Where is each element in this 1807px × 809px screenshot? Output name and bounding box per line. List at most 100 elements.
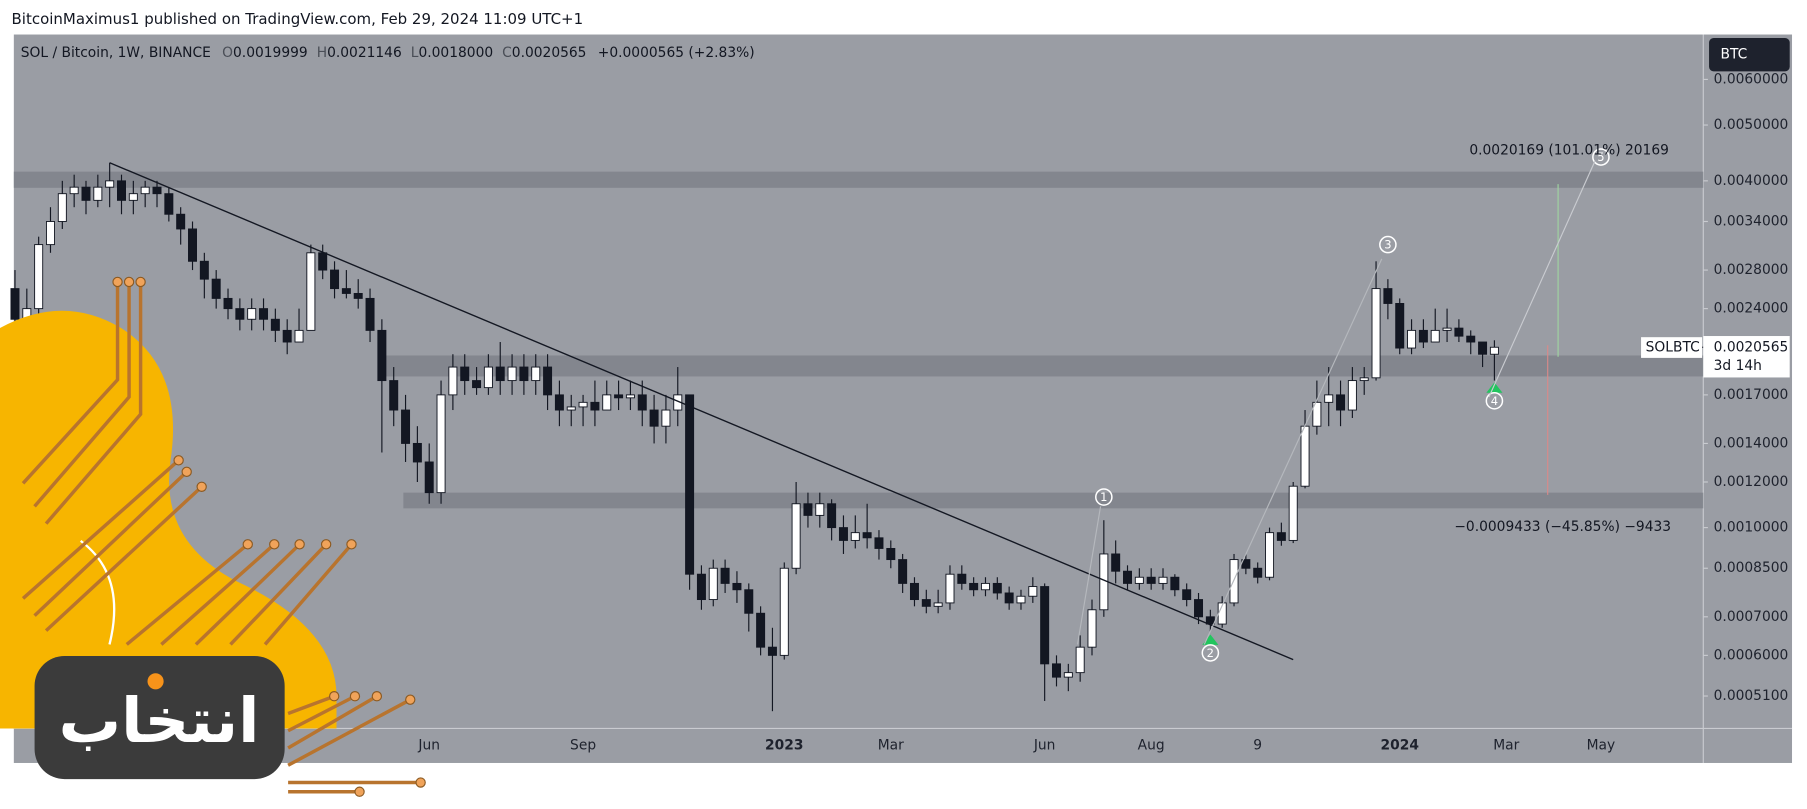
y-tick-label: 0.0007000 [1714, 609, 1789, 625]
x-tick-label: 2023 [765, 738, 803, 754]
candle-body [779, 567, 789, 656]
candle-body [188, 228, 198, 262]
candle-body [140, 186, 150, 195]
wave-label: 3 [1384, 238, 1391, 252]
candle-body [578, 401, 588, 408]
candle-body [1040, 586, 1050, 665]
y-tick-label: 0.0024000 [1714, 301, 1789, 317]
currency-button[interactable] [1709, 37, 1790, 72]
wave-line [1203, 258, 1383, 645]
candle-body [176, 213, 186, 230]
candle-body [235, 308, 245, 320]
candle-body [341, 288, 351, 294]
ohlc-key: H [317, 45, 327, 61]
candle-body [554, 394, 564, 411]
ohlc-key: O [222, 45, 233, 61]
candle-body [223, 297, 233, 310]
candle-body [1288, 485, 1298, 541]
candle-body [1276, 532, 1286, 541]
candle-body [898, 559, 908, 584]
x-tick-label: Sep [570, 738, 596, 754]
wave-marker [1379, 235, 1397, 254]
candle-body [1052, 663, 1061, 678]
y-tick-label: 0.0014000 [1714, 435, 1789, 451]
candle-body [1158, 576, 1168, 584]
candle-body [1359, 377, 1369, 382]
watermark-arc [79, 539, 116, 645]
candle-body [152, 186, 162, 195]
candle-body [1194, 599, 1204, 618]
candle-body [1229, 559, 1239, 604]
y-tick-label: 0.0050000 [1714, 117, 1789, 133]
countdown: 3d 14h [1714, 358, 1762, 374]
x-tick-label: Aug [1138, 738, 1165, 754]
signal-arrow [1202, 634, 1219, 645]
zone [13, 171, 1704, 188]
ohlc-value: 0.0021146 [327, 45, 402, 61]
candle-body [614, 394, 624, 399]
candle-body [696, 573, 706, 601]
candle-body [767, 646, 777, 656]
candle-body [1383, 288, 1393, 304]
candle-body [1324, 394, 1334, 403]
candle-body [815, 503, 825, 516]
candle-body [1253, 567, 1263, 578]
candle-body [1371, 288, 1381, 379]
candle-body [980, 582, 990, 591]
candle-body [1442, 327, 1452, 331]
candle-body [1111, 553, 1121, 572]
circuit-dots [112, 276, 426, 797]
candle-body [838, 527, 848, 541]
last-price: SOLBTC 0.0020565 3d 14h [1641, 336, 1790, 378]
candle-body [424, 461, 434, 494]
candle-body [318, 252, 328, 271]
candle-body [401, 409, 411, 444]
ohlc-value: 0.0018000 [418, 45, 493, 61]
candle-body [756, 612, 766, 648]
candle-body [1418, 329, 1428, 343]
y-tick-label: 0.0006000 [1714, 647, 1789, 663]
candle-body [270, 318, 280, 331]
candle-body [377, 329, 387, 382]
y-tick-label: 0.0017000 [1714, 387, 1789, 403]
candle-body [827, 503, 837, 529]
candle-body [744, 589, 754, 614]
zone [403, 492, 1704, 509]
candle-body [448, 366, 458, 396]
candle-body [1075, 646, 1085, 674]
plot: 1 2 3 4 5 [10, 148, 1704, 712]
candle-body [685, 394, 695, 575]
candle-body [472, 380, 482, 389]
candle-body [732, 582, 742, 591]
wave-marker [1095, 488, 1113, 506]
currency-label: BTC [1721, 47, 1748, 63]
candle-body [259, 308, 269, 320]
candle-body [57, 193, 67, 222]
ohlc-value: 0.0019999 [233, 45, 308, 61]
y-tick-label: 0.0060000 [1714, 71, 1789, 87]
x-tick-label: Mar [878, 738, 904, 754]
candle-body [1430, 329, 1440, 343]
x-tick-label: Jun [417, 738, 440, 754]
candle-body [10, 288, 20, 320]
candle-body [105, 180, 115, 188]
price-box [1703, 336, 1790, 378]
y-tick-label: 0.0005100 [1714, 688, 1789, 704]
candle-body [720, 567, 730, 584]
candle-body [306, 252, 316, 331]
candle-body [1395, 303, 1405, 349]
candle-body [519, 366, 529, 382]
projection-line [1488, 160, 1596, 398]
candle-body [164, 193, 174, 215]
candle-body [1182, 589, 1192, 601]
candle-body [661, 409, 671, 427]
candle-body [957, 573, 967, 584]
candle-body [933, 602, 943, 607]
signal-arrow [1486, 382, 1503, 393]
candle-body [1028, 586, 1038, 597]
candle-body [353, 292, 363, 299]
candle-body [282, 329, 292, 343]
y-tick-label: 0.0034000 [1714, 214, 1789, 230]
candle-body [1312, 401, 1322, 427]
candle-body [625, 394, 635, 399]
